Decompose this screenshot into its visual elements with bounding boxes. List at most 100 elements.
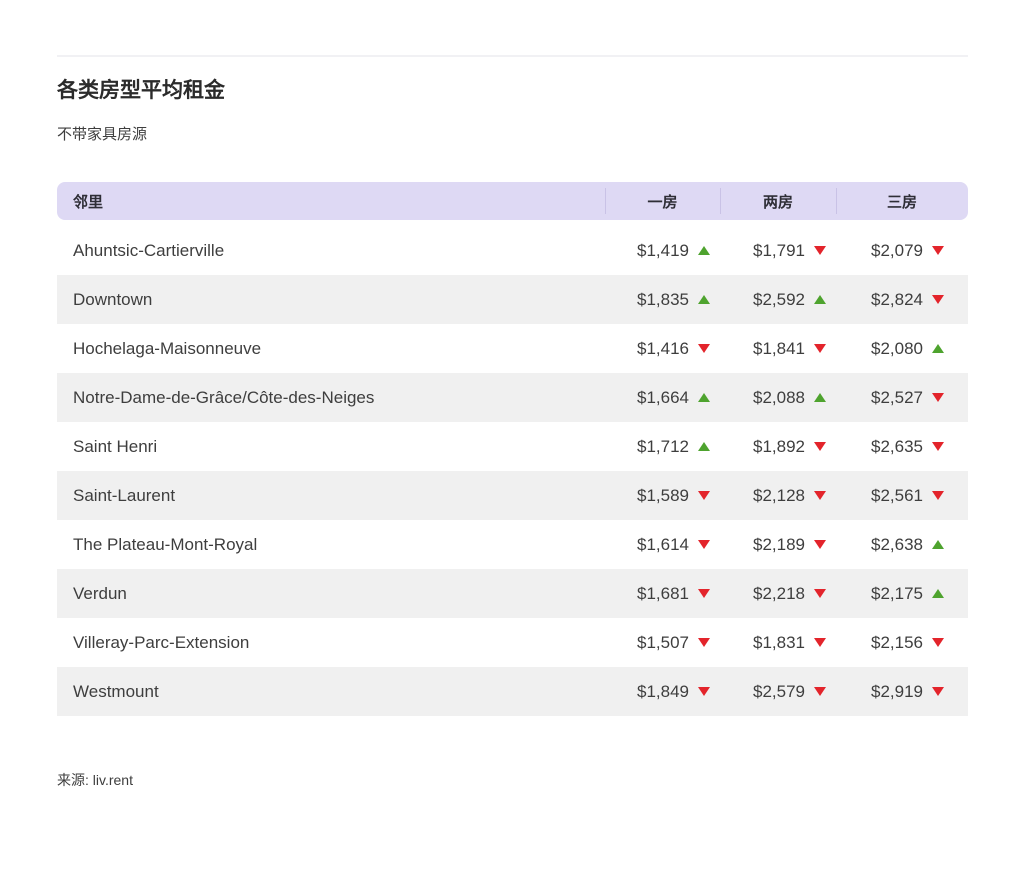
neighborhood-cell: Saint-Laurent <box>73 485 176 505</box>
value-cell: $2,175 <box>836 569 968 618</box>
column-header-one-bed: 一房 <box>605 182 720 220</box>
trend-down-icon <box>932 687 944 696</box>
page-title: 各类房型平均租金 <box>57 79 225 102</box>
price-value: $1,589 <box>637 485 689 505</box>
trend-up-icon <box>698 442 710 451</box>
column-header-neighborhood: 邻里 <box>73 193 104 211</box>
neighborhood-cell: Villeray-Parc-Extension <box>73 632 250 652</box>
price-value: $1,841 <box>753 338 805 358</box>
neighborhood-cell: Westmount <box>73 681 159 701</box>
price-value: $1,892 <box>753 436 805 456</box>
price-value: $2,824 <box>871 289 923 309</box>
value-cell: $1,419 <box>605 226 720 275</box>
value-cell: $2,189 <box>720 520 836 569</box>
value-cell: $2,128 <box>720 471 836 520</box>
value-cell: $2,527 <box>836 373 968 422</box>
table-row: Verdun $1,681 $2,218 $2,175 <box>57 569 968 618</box>
trend-down-icon <box>814 589 826 598</box>
price-value: $2,635 <box>871 436 923 456</box>
table-body: Ahuntsic-Cartierville $1,419 $1,791 $2,0… <box>57 226 968 716</box>
price-value: $1,507 <box>637 632 689 652</box>
price-value: $2,080 <box>871 338 923 358</box>
trend-down-icon <box>698 589 710 598</box>
trend-down-icon <box>698 687 710 696</box>
value-cell: $1,892 <box>720 422 836 471</box>
value-cell: $2,592 <box>720 275 836 324</box>
column-header-three-bed: 三房 <box>836 182 968 220</box>
price-value: $2,592 <box>753 289 805 309</box>
price-value: $1,416 <box>637 338 689 358</box>
trend-down-icon <box>814 638 826 647</box>
price-value: $1,712 <box>637 436 689 456</box>
price-value: $1,681 <box>637 583 689 603</box>
price-value: $2,218 <box>753 583 805 603</box>
table-row: Westmount $1,849 $2,579 $2,919 <box>57 667 968 716</box>
trend-up-icon <box>932 344 944 353</box>
value-cell: $2,638 <box>836 520 968 569</box>
page-subtitle: 不带家具房源 <box>57 126 148 143</box>
value-cell: $1,712 <box>605 422 720 471</box>
price-value: $1,614 <box>637 534 689 554</box>
price-value: $2,088 <box>753 387 805 407</box>
value-cell: $1,614 <box>605 520 720 569</box>
neighborhood-cell: Verdun <box>73 583 127 603</box>
price-value: $2,561 <box>871 485 923 505</box>
value-cell: $1,791 <box>720 226 836 275</box>
price-value: $2,175 <box>871 583 923 603</box>
value-cell: $2,218 <box>720 569 836 618</box>
neighborhood-cell: The Plateau-Mont-Royal <box>73 534 258 554</box>
top-divider-line <box>57 55 968 57</box>
trend-down-icon <box>814 442 826 451</box>
value-cell: $2,579 <box>720 667 836 716</box>
trend-down-icon <box>932 491 944 500</box>
trend-up-icon <box>814 295 826 304</box>
price-value: $1,419 <box>637 240 689 260</box>
price-value: $1,831 <box>753 632 805 652</box>
price-value: $2,079 <box>871 240 923 260</box>
value-cell: $1,831 <box>720 618 836 667</box>
value-cell: $2,824 <box>836 275 968 324</box>
table-row: Ahuntsic-Cartierville $1,419 $1,791 $2,0… <box>57 226 968 275</box>
price-value: $2,156 <box>871 632 923 652</box>
price-value: $2,527 <box>871 387 923 407</box>
table-row: Hochelaga-Maisonneuve $1,416 $1,841 $2,0… <box>57 324 968 373</box>
column-header-two-bed: 两房 <box>720 182 836 220</box>
trend-down-icon <box>698 638 710 647</box>
value-cell: $2,088 <box>720 373 836 422</box>
value-cell: $2,079 <box>836 226 968 275</box>
trend-up-icon <box>698 246 710 255</box>
trend-down-icon <box>932 442 944 451</box>
value-cell: $1,681 <box>605 569 720 618</box>
neighborhood-cell: Ahuntsic-Cartierville <box>73 240 225 260</box>
price-value: $2,189 <box>753 534 805 554</box>
trend-down-icon <box>932 295 944 304</box>
value-cell: $2,919 <box>836 667 968 716</box>
trend-up-icon <box>698 295 710 304</box>
price-value: $2,919 <box>871 681 923 701</box>
page-container: 各类房型平均租金 不带家具房源 邻里 一房 两房 三房 Ahuntsic-Car… <box>0 55 1024 790</box>
trend-down-icon <box>814 687 826 696</box>
trend-down-icon <box>698 540 710 549</box>
trend-down-icon <box>814 540 826 549</box>
neighborhood-cell: Notre-Dame-de-Grâce/Côte-des-Neiges <box>73 387 375 407</box>
neighborhood-cell: Downtown <box>73 289 153 309</box>
table-row: Saint-Laurent $1,589 $2,128 $2,561 <box>57 471 968 520</box>
value-cell: $1,416 <box>605 324 720 373</box>
table-row: Saint Henri $1,712 $1,892 $2,635 <box>57 422 968 471</box>
trend-up-icon <box>698 393 710 402</box>
trend-down-icon <box>814 246 826 255</box>
neighborhood-cell: Hochelaga-Maisonneuve <box>73 338 262 358</box>
trend-down-icon <box>932 246 944 255</box>
trend-down-icon <box>698 491 710 500</box>
trend-down-icon <box>932 393 944 402</box>
trend-up-icon <box>814 393 826 402</box>
value-cell: $1,835 <box>605 275 720 324</box>
trend-up-icon <box>932 589 944 598</box>
value-cell: $1,589 <box>605 471 720 520</box>
value-cell: $1,841 <box>720 324 836 373</box>
trend-down-icon <box>932 638 944 647</box>
trend-down-icon <box>814 344 826 353</box>
trend-up-icon <box>932 540 944 549</box>
table-row: Villeray-Parc-Extension $1,507 $1,831 $2… <box>57 618 968 667</box>
price-value: $1,791 <box>753 240 805 260</box>
